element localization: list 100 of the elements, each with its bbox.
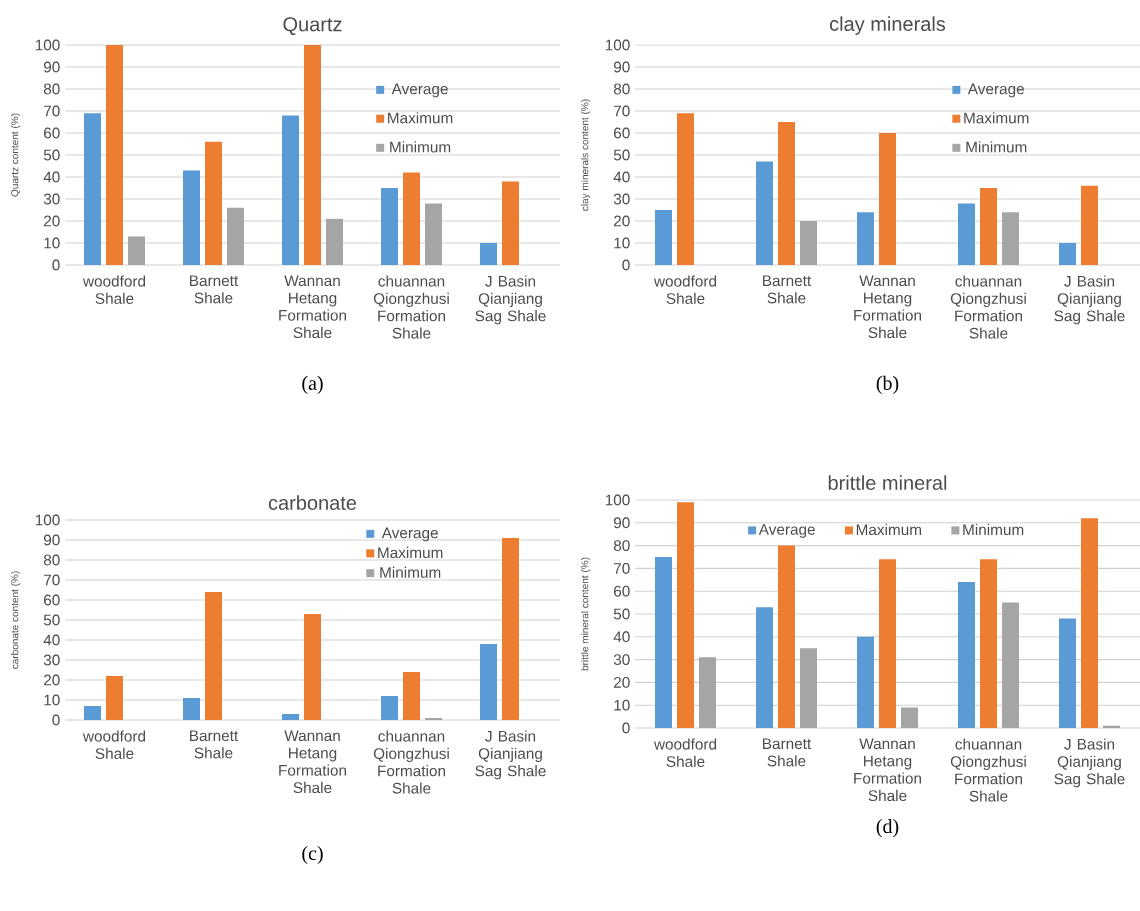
text: (c) [302, 845, 323, 865]
y-tick-label: 70 [614, 562, 630, 574]
legend-label: Maximum [964, 112, 1029, 124]
x-tick-label: woodford Shale [82, 275, 146, 304]
y-tick-label: 30 [43, 193, 60, 205]
x-tick-label: J Basin Qianjiang Sag Shale [475, 730, 546, 780]
bar [980, 559, 997, 728]
x-tick-label: Barnett Shale [190, 275, 239, 304]
x-tick-label: J Basin Qianjiang Sag Shale [475, 275, 546, 325]
y-tick-label: 0 [52, 714, 60, 726]
bar [655, 210, 672, 266]
legend-label: Maximum [378, 546, 443, 559]
y-tick-label: 50 [613, 608, 630, 620]
x-tick-label: J Basin Qianjiang Sag Shale [1054, 275, 1125, 325]
text: (a) [302, 375, 323, 394]
bar [778, 545, 795, 728]
y-tick-label: 30 [43, 654, 60, 666]
chart-title: clay minerals [830, 16, 946, 35]
bar [183, 170, 201, 266]
y-tick-label: 40 [43, 171, 60, 183]
bar [1002, 212, 1019, 266]
bar [403, 672, 420, 720]
x-tick-label: Barnett Shale [763, 738, 812, 767]
bar [84, 706, 102, 720]
x-tick-label: woodford Shale [82, 730, 146, 759]
y-tick-label: 10 [44, 237, 60, 249]
bar [1080, 185, 1098, 266]
y-tick-label: 0 [622, 259, 630, 271]
x-tick-label: Wannan Hetang Formation Shale [854, 738, 921, 802]
chart-title: Quartz [283, 17, 342, 35]
bar [1059, 243, 1076, 266]
bar [84, 113, 102, 266]
y-tick-label: 100 [35, 514, 60, 526]
bar [282, 115, 300, 266]
bar [655, 557, 672, 728]
y-tick-label: 70 [614, 105, 630, 117]
x-tick-label: Barnett Shale [763, 275, 812, 304]
y-tick-label: 50 [613, 149, 630, 161]
y-tick-label: 50 [43, 614, 60, 626]
y-tick-label: 70 [44, 574, 60, 586]
legend-label: Minimum [390, 141, 451, 153]
chart-title: carbonate [268, 495, 357, 510]
y-tick-label: 10 [44, 694, 60, 706]
x-tick-label: woodford Shale [653, 738, 717, 767]
legend-label: Minimum [966, 141, 1027, 153]
bar [282, 714, 300, 720]
bar [304, 45, 321, 266]
y-tick-label: 60 [614, 127, 630, 139]
bar [677, 113, 694, 266]
bar [800, 648, 817, 728]
y-tick-label: 50 [43, 149, 60, 161]
y-tick-label: 90 [613, 517, 630, 529]
bar [502, 538, 519, 720]
bar [128, 236, 146, 266]
y-tick-label: 20 [614, 215, 630, 227]
x-tick-label: chuannan Qiongzhusi Formation Shale [373, 275, 449, 339]
y-tick-label: 80 [43, 554, 60, 566]
bar [699, 657, 716, 728]
y-tick-label: 100 [35, 39, 60, 51]
bar [800, 221, 817, 266]
y-axis-title: brittle mineral content (%) [580, 557, 591, 671]
legend-label: Minimum [380, 566, 441, 578]
y-tick-label: 10 [614, 237, 630, 249]
bar [1059, 618, 1076, 728]
bar [304, 614, 321, 720]
bar [778, 122, 795, 266]
legend-label: Maximum [388, 112, 453, 124]
y-tick-label: 40 [613, 171, 630, 183]
bar [326, 218, 343, 266]
y-tick-label: 80 [613, 83, 630, 95]
y-axis-title: carbonate content (%) [10, 571, 21, 669]
y-tick-label: 60 [44, 127, 60, 139]
x-tick-label: Barnett Shale [190, 730, 239, 759]
y-axis-title: Quartz content (%) [10, 113, 21, 197]
x-tick-label: Wannan Hetang Formation Shale [854, 275, 921, 339]
bar [756, 607, 773, 728]
chart-title: brittle mineral [828, 475, 947, 490]
bar [1080, 518, 1098, 728]
legend-label: Average [967, 83, 1024, 98]
legend-label: Average [381, 527, 438, 542]
bar [958, 582, 975, 728]
y-tick-label: 90 [43, 61, 60, 73]
bar [1002, 602, 1019, 728]
y-axis-title: clay minerals content (%) [580, 99, 591, 211]
bar [879, 559, 896, 728]
x-tick-label: Wannan Hetang Formation Shale [279, 730, 347, 794]
x-tick-label: chuannan Qiongzhusi Formation Shale [373, 730, 449, 794]
bar [980, 188, 997, 266]
bar [403, 172, 420, 266]
y-tick-label: 80 [613, 540, 630, 552]
y-tick-label: 90 [613, 61, 630, 73]
legend-label: Minimum [963, 523, 1024, 536]
bar [227, 207, 244, 266]
x-tick-label: J Basin Qianjiang Sag Shale [1054, 738, 1125, 788]
legend-label: Average [391, 83, 448, 98]
y-tick-label: 60 [44, 594, 60, 606]
bar [381, 696, 398, 720]
bar [425, 203, 442, 266]
y-tick-label: 80 [43, 83, 60, 95]
bar [677, 502, 694, 728]
